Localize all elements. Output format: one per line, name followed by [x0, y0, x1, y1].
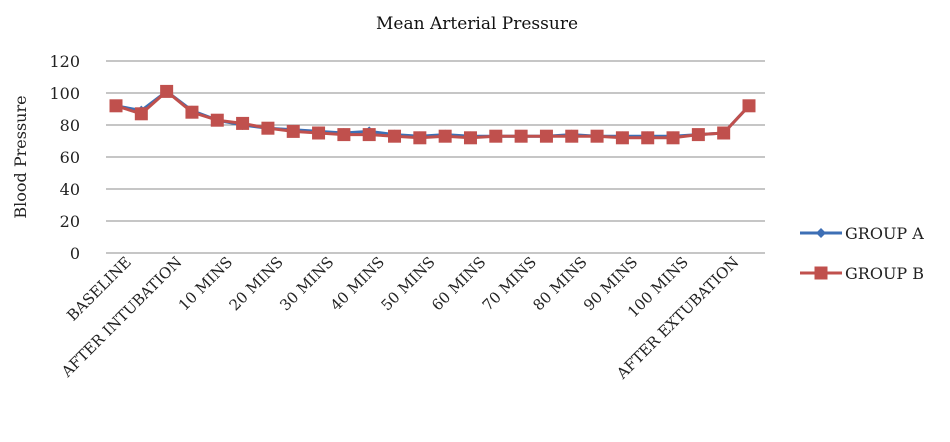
data-point	[160, 84, 174, 98]
data-point	[236, 116, 250, 130]
y-tick-label: 20	[60, 212, 80, 231]
legend-marker	[814, 266, 828, 280]
y-tick-label: 0	[70, 244, 80, 263]
data-point	[134, 107, 148, 121]
gridlines	[106, 60, 765, 254]
x-tick-label: 30 MINS	[276, 253, 337, 314]
data-point	[109, 99, 123, 113]
data-series	[109, 84, 756, 145]
data-point	[666, 131, 680, 145]
legend: GROUP A GROUP B	[800, 224, 924, 283]
data-point	[590, 129, 604, 143]
data-point	[413, 131, 427, 145]
x-tick-label: 20 MINS	[226, 253, 287, 314]
legend-marker	[816, 228, 826, 238]
data-point	[742, 99, 756, 113]
data-point	[388, 129, 402, 143]
y-tick-label: 120	[49, 52, 80, 71]
legend-label: GROUP A	[845, 224, 924, 243]
chart-title: Mean Arterial Pressure	[376, 14, 578, 34]
data-point	[463, 131, 477, 145]
x-tick-label: 80 MINS	[529, 253, 590, 314]
data-point	[286, 124, 300, 138]
data-point	[641, 131, 655, 145]
x-tick-label: 50 MINS	[377, 253, 438, 314]
y-axis-label: Blood Pressure	[11, 95, 30, 218]
legend-label: GROUP B	[845, 264, 924, 283]
data-point	[362, 128, 376, 142]
y-tick-label: 60	[60, 148, 80, 167]
data-point	[539, 129, 553, 143]
data-point	[615, 131, 629, 145]
series-group-b	[109, 84, 756, 145]
legend-item-group-a: GROUP A	[800, 224, 924, 243]
series-group-a	[111, 86, 754, 142]
data-point	[514, 129, 528, 143]
data-point	[438, 129, 452, 143]
data-point	[717, 126, 731, 140]
data-point	[337, 128, 351, 142]
data-point	[489, 129, 503, 143]
legend-item-group-b: GROUP B	[800, 264, 924, 283]
y-tick-label: 80	[60, 116, 80, 135]
data-point	[312, 126, 326, 140]
x-tick-label: 70 MINS	[479, 253, 540, 314]
data-point	[565, 129, 579, 143]
x-tick-label: 60 MINS	[428, 253, 489, 314]
x-tick-label: 10 MINS	[175, 253, 236, 314]
data-point	[185, 105, 199, 119]
y-tick-labels: 0 20 40 60 80 100 120	[49, 52, 80, 263]
data-point	[261, 121, 275, 135]
y-tick-label: 100	[49, 84, 80, 103]
y-tick-label: 40	[60, 180, 80, 199]
x-tick-label: 40 MINS	[327, 253, 388, 314]
data-point	[691, 128, 705, 142]
data-point	[210, 113, 224, 127]
